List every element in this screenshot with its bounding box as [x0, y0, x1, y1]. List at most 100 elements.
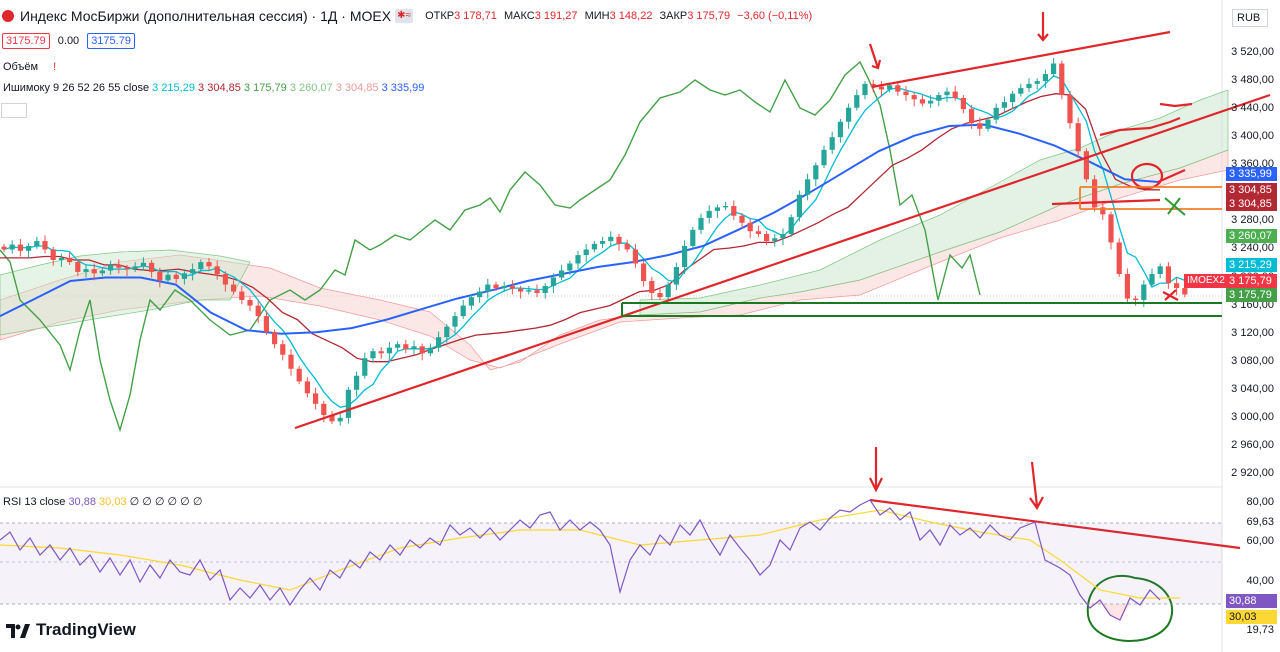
candle-bull	[1026, 83, 1032, 89]
currency-selector[interactable]: RUB	[1232, 9, 1268, 27]
volume-label: Объём	[3, 61, 39, 73]
rsi-axis-label: 80,00	[1246, 496, 1274, 508]
candle-bear	[222, 274, 228, 285]
candle-bear	[739, 215, 745, 223]
volume-alert-icon[interactable]: !	[53, 61, 57, 73]
candle-bull	[788, 217, 794, 235]
candle-bull	[460, 305, 466, 317]
price-tag: 3 175,79	[1226, 288, 1277, 302]
candle-bull	[567, 263, 573, 271]
orange-zones	[1079, 186, 1222, 210]
candle-bull	[796, 194, 802, 218]
candle-bull	[395, 344, 401, 348]
ichimoku-label: Ишимоку 9 26 52 26 55 close	[3, 82, 150, 94]
price-tag: 3 215,29	[1226, 258, 1277, 272]
candle-bull	[993, 107, 999, 120]
candle-bull	[1042, 74, 1048, 82]
candle-bull	[936, 95, 942, 101]
candle-bear	[1100, 207, 1106, 215]
candle-bull	[706, 210, 712, 218]
candle-bear	[313, 393, 319, 404]
ichimoku-chikou-line	[0, 60, 981, 433]
price-axis-label: 3 440,00	[1231, 102, 1274, 115]
close-key: ЗАКР	[659, 10, 688, 22]
cloud-scribble-1	[1099, 116, 1181, 137]
candle-bear	[509, 285, 515, 289]
candle-bull	[468, 297, 474, 306]
candle-bull	[559, 270, 565, 278]
low-key: МИН	[584, 10, 610, 22]
candle-bear	[304, 381, 310, 394]
low-value: 3 148,22	[609, 10, 653, 22]
ichimoku-legend[interactable]: Ишимоку 9 26 52 26 55 close 3 215,29 3 3…	[3, 82, 424, 94]
ichimoku-value-spanA: 3 260,07	[289, 82, 333, 94]
candle-bull	[682, 245, 688, 268]
symbol-title[interactable]: Индекс МосБиржи (дополнительная сессия) …	[20, 8, 392, 24]
candlestick-series	[1, 57, 1188, 426]
candle-bear	[1059, 63, 1065, 96]
candle-bull	[673, 267, 679, 285]
price-axis-label: 3 040,00	[1231, 382, 1274, 395]
drawing-annotations	[294, 12, 1271, 550]
candle-bull	[862, 83, 868, 96]
candle-bear	[247, 299, 253, 306]
candle-bull	[591, 243, 597, 250]
candle-bear	[911, 95, 917, 100]
candle-bear	[231, 284, 237, 292]
candle-bull	[165, 274, 171, 281]
candle-bear	[403, 344, 409, 350]
candle-bear	[67, 257, 73, 263]
candle-bear	[17, 244, 23, 251]
rsi-ma-value: 30,03	[99, 496, 127, 508]
candle-bull	[698, 217, 704, 230]
candle-bear	[1133, 298, 1139, 300]
candle-bear	[518, 288, 524, 292]
moving-average-line	[0, 123, 1161, 335]
candle-bull	[526, 290, 532, 292]
candle-bull	[1001, 102, 1007, 108]
candle-bear	[42, 241, 48, 250]
top-arrow-2	[1037, 12, 1049, 42]
tradingview-logo[interactable]: TradingView	[6, 620, 136, 640]
candle-bear	[1067, 95, 1073, 124]
high-value: 3 191,27	[534, 10, 578, 22]
candle-bull	[887, 85, 893, 90]
ichimoku-value-chikou: 3 175,79	[243, 82, 287, 94]
volume-legend[interactable]: Объём !	[3, 61, 56, 73]
price-axis-label: 3 280,00	[1231, 214, 1274, 227]
candle-bull	[436, 337, 442, 348]
green-support-zone	[621, 197, 1222, 642]
candle-bull	[723, 205, 729, 208]
candle-bear	[419, 346, 425, 354]
price-badges: 3175.79 0.00 3175.79	[0, 33, 135, 49]
ohlc-readout: ОТКР3 178,71 МАКС3 191,27 МИН3 148,22 ЗА…	[421, 10, 812, 22]
rsi-legend[interactable]: RSI 13 close 30,88 30,03 ∅ ∅ ∅ ∅ ∅ ∅	[3, 495, 202, 508]
rsi-empty-values: ∅ ∅ ∅ ∅ ∅ ∅	[129, 496, 203, 508]
sell-price-badge[interactable]: 3175.79	[2, 33, 50, 49]
collapse-legend-button[interactable]	[1, 103, 27, 118]
candle-bull	[600, 241, 606, 244]
candle-bull	[58, 257, 64, 260]
open-key: ОТКР	[425, 10, 455, 22]
rsi-tag: 30,88	[1226, 594, 1277, 608]
rsi-axis-label: 60,00	[1246, 535, 1274, 547]
candle-bull	[846, 107, 852, 122]
candle-bear	[91, 269, 97, 274]
chart-header: Индекс МосБиржи (дополнительная сессия) …	[0, 6, 812, 26]
candle-bear	[764, 234, 770, 242]
candle-bull	[928, 100, 934, 104]
candle-bear	[1083, 151, 1089, 180]
buy-price-badge[interactable]: 3175.79	[87, 33, 135, 49]
change-value: −3,60 (−0,11%)	[737, 10, 813, 22]
candle-bear	[116, 264, 122, 268]
rsi-circle-green	[1086, 574, 1174, 642]
candle-bear	[50, 249, 56, 260]
candle-bear	[731, 205, 737, 216]
candle-bear	[1, 246, 7, 250]
candle-bull	[452, 316, 458, 327]
candle-bull	[1157, 266, 1163, 275]
candle-bull	[26, 245, 32, 251]
candle-bull	[829, 137, 835, 150]
candle-bear	[239, 291, 245, 300]
